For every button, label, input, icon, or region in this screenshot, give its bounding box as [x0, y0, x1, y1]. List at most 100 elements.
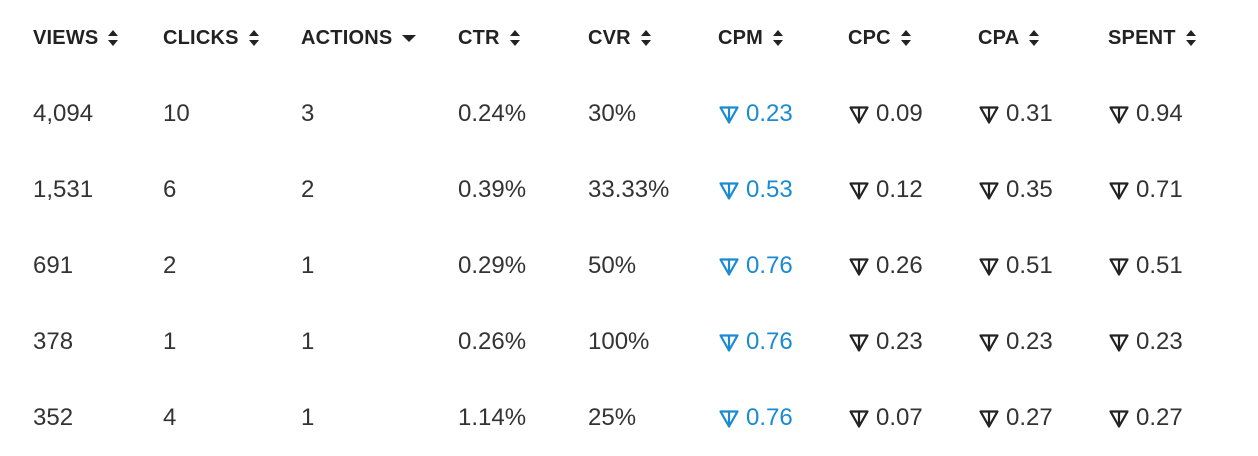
cpm-value: 0.23: [746, 100, 793, 127]
cvr-value: 100%: [588, 328, 650, 355]
ctr-value: 0.39%: [458, 176, 527, 203]
cell-cvr: 100%: [588, 304, 649, 380]
spent-value: 0.23: [1136, 328, 1183, 355]
clicks-value: 4: [163, 404, 177, 431]
sort-both-icon: [107, 29, 119, 47]
spent-value: 0.71: [1136, 176, 1183, 203]
cell-cpc: 0.09: [848, 76, 923, 152]
ton-icon: [978, 407, 1000, 429]
column-header-actions[interactable]: ACTIONS: [301, 0, 417, 76]
column-header-label: VIEWS: [33, 26, 99, 49]
cell-actions: 1: [301, 380, 314, 456]
cell-ctr: 0.39%: [458, 152, 526, 228]
cell-ctr: 0.26%: [458, 304, 526, 380]
cpa-value: 0.51: [1006, 252, 1053, 279]
cell-ctr: 0.24%: [458, 76, 526, 152]
cell-clicks: 1: [163, 304, 176, 380]
ton-icon: [978, 179, 1000, 201]
cpa-value: 0.31: [1006, 100, 1053, 127]
ton-icon: [848, 407, 870, 429]
cell-spent: 0.94: [1108, 76, 1183, 152]
cell-ctr: 1.14%: [458, 380, 526, 456]
ton-icon: [848, 255, 870, 277]
cell-views: 352: [33, 380, 73, 456]
cvr-value: 50%: [588, 252, 637, 279]
table-row[interactable]: 4,094 10 3 0.24% 30% 0.23 0.09 0.31: [0, 76, 1258, 152]
column-header-cvr[interactable]: CVR: [588, 0, 652, 76]
ton-icon: [978, 331, 1000, 353]
table-row[interactable]: 352 4 1 1.14% 25% 0.76 0.07 0.27: [0, 380, 1258, 456]
column-header-label: CPA: [978, 26, 1020, 49]
cell-cvr: 50%: [588, 228, 636, 304]
cell-cpa: 0.31: [978, 76, 1053, 152]
ton-icon: [1108, 407, 1130, 429]
ton-icon: [1108, 331, 1130, 353]
table-row[interactable]: 1,531 6 2 0.39% 33.33% 0.53 0.12 0.35: [0, 152, 1258, 228]
ton-icon: [718, 103, 740, 125]
actions-value: 1: [301, 328, 315, 355]
cpm-value: 0.53: [746, 176, 793, 203]
cell-views: 378: [33, 304, 73, 380]
ton-icon: [978, 103, 1000, 125]
column-header-label: SPENT: [1108, 26, 1176, 49]
cell-cpa: 0.23: [978, 304, 1053, 380]
clicks-value: 10: [163, 100, 190, 127]
cvr-value: 30%: [588, 100, 637, 127]
column-header-label: CVR: [588, 26, 631, 49]
column-header-cpa[interactable]: CPA: [978, 0, 1040, 76]
sort-both-icon: [900, 29, 912, 47]
cell-spent: 0.51: [1108, 228, 1183, 304]
cell-actions: 3: [301, 76, 314, 152]
cpm-value: 0.76: [746, 252, 793, 279]
spent-value: 0.94: [1136, 100, 1183, 127]
clicks-value: 2: [163, 252, 177, 279]
cell-cpm: 0.76: [718, 304, 793, 380]
cell-spent: 0.71: [1108, 152, 1183, 228]
actions-value: 1: [301, 404, 315, 431]
column-header-ctr[interactable]: CTR: [458, 0, 521, 76]
cell-cpa: 0.27: [978, 380, 1053, 456]
column-header-spent[interactable]: SPENT: [1108, 0, 1197, 76]
views-value: 352: [33, 404, 74, 431]
cvr-value: 33.33%: [588, 176, 670, 203]
cell-cpc: 0.07: [848, 380, 923, 456]
views-value: 4,094: [33, 100, 94, 127]
table-body: 4,094 10 3 0.24% 30% 0.23 0.09 0.31: [0, 76, 1258, 456]
cvr-value: 25%: [588, 404, 637, 431]
spent-value: 0.51: [1136, 252, 1183, 279]
cpm-value: 0.76: [746, 404, 793, 431]
cpa-value: 0.27: [1006, 404, 1053, 431]
ton-icon: [718, 331, 740, 353]
column-header-cpm[interactable]: CPM: [718, 0, 784, 76]
table-row[interactable]: 691 2 1 0.29% 50% 0.76 0.26 0.51: [0, 228, 1258, 304]
cell-cpc: 0.26: [848, 228, 923, 304]
cell-ctr: 0.29%: [458, 228, 526, 304]
ton-icon: [1108, 103, 1130, 125]
ton-icon: [848, 331, 870, 353]
cell-clicks: 6: [163, 152, 176, 228]
actions-value: 2: [301, 176, 315, 203]
ctr-value: 0.24%: [458, 100, 527, 127]
ton-icon: [718, 255, 740, 277]
spent-value: 0.27: [1136, 404, 1183, 431]
column-header-label: CTR: [458, 26, 500, 49]
actions-value: 3: [301, 100, 315, 127]
ton-icon: [718, 179, 740, 201]
cell-actions: 1: [301, 228, 314, 304]
column-header-label: ACTIONS: [301, 26, 393, 49]
cell-spent: 0.23: [1108, 304, 1183, 380]
cpa-value: 0.23: [1006, 328, 1053, 355]
column-header-cpc[interactable]: CPC: [848, 0, 912, 76]
column-header-clicks[interactable]: CLICKS: [163, 0, 260, 76]
column-header-label: CLICKS: [163, 26, 239, 49]
cpc-value: 0.26: [876, 252, 923, 279]
cpc-value: 0.12: [876, 176, 923, 203]
cell-cpm: 0.76: [718, 228, 793, 304]
ton-icon: [1108, 179, 1130, 201]
column-header-views[interactable]: VIEWS: [33, 0, 119, 76]
clicks-value: 6: [163, 176, 177, 203]
sort-both-icon: [509, 29, 521, 47]
table-row[interactable]: 378 1 1 0.26% 100% 0.76 0.23 0.23: [0, 304, 1258, 380]
cell-clicks: 10: [163, 76, 190, 152]
